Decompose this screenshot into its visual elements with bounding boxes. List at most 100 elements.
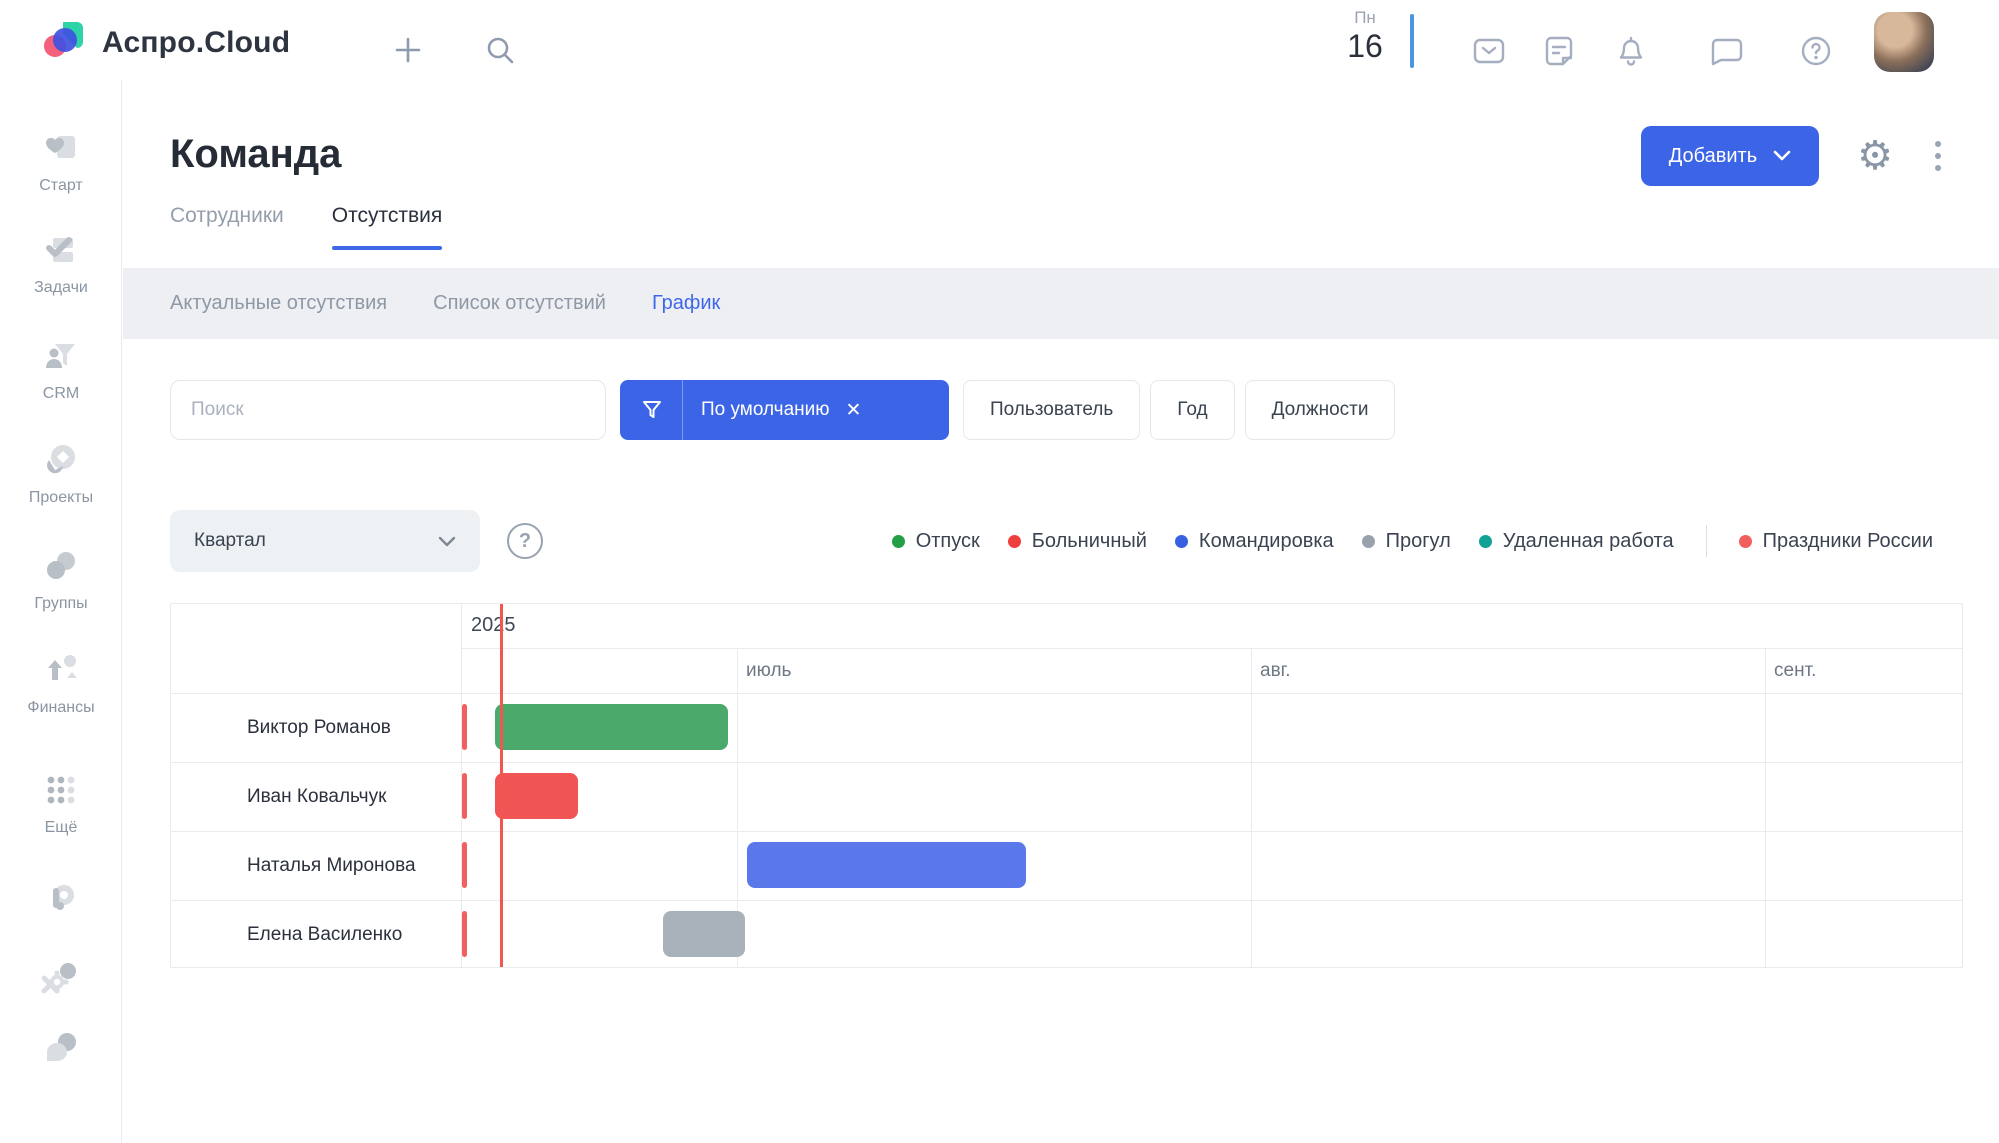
scale-row: Квартал ? Отпуск Больничный Командировка: [123, 510, 1999, 572]
month-gridline: [737, 648, 738, 967]
filter-button-year[interactable]: Год: [1150, 380, 1235, 440]
legend-item-sick: Больничный: [1007, 530, 1147, 553]
legend-label: Прогул: [1385, 529, 1451, 552]
month-gridline: [1251, 648, 1252, 967]
sidebar-item-settings[interactable]: [0, 958, 122, 1003]
filter-button-user[interactable]: Пользователь: [963, 380, 1141, 440]
gantt-row: Виктор Романов: [171, 693, 1962, 762]
filter-chip-label: По умолчанию: [701, 399, 830, 420]
legend-label: Удаленная работа: [1502, 529, 1674, 552]
subtab-actual-absences[interactable]: Актуальные отсутствия: [170, 292, 388, 314]
tab-absences[interactable]: Отсутствия: [331, 204, 443, 250]
notes-icon[interactable]: [1540, 32, 1578, 75]
absence-gantt: 2025 июль авг. сент. Виктор Романов Иван: [170, 603, 1963, 968]
tab-employees[interactable]: Сотрудники: [170, 204, 284, 227]
sidebar: Старт Задачи CRM: [0, 80, 122, 1143]
sidebar-item-tasks[interactable]: Задачи: [0, 230, 122, 297]
tasks-icon: [41, 230, 81, 275]
employee-avatar: [193, 709, 230, 746]
crm-icon: [41, 336, 81, 381]
employee-name[interactable]: Наталья Миронова: [247, 854, 416, 876]
kebab-menu-icon[interactable]: [1931, 137, 1945, 175]
search-input[interactable]: [170, 380, 606, 440]
sidebar-label: Задачи: [34, 279, 88, 296]
more-grid-icon: [41, 770, 81, 815]
brand[interactable]: Аспро.Cloud: [42, 17, 290, 68]
chat-icon[interactable]: [1708, 32, 1746, 75]
legend-dot: [1174, 534, 1188, 548]
name-column-border: [461, 604, 462, 967]
month-label: июль: [746, 660, 792, 681]
sidebar-item-groups[interactable]: Группы: [0, 546, 122, 613]
filter-button-positions[interactable]: Должности: [1244, 380, 1396, 440]
topbar: Аспро.Cloud Пн 16: [0, 0, 1999, 80]
clear-filter-icon[interactable]: ✕: [845, 399, 862, 421]
scale-select[interactable]: Квартал: [170, 510, 480, 572]
gantt-row: Елена Василенко: [171, 900, 1962, 969]
subtab-chart[interactable]: График: [651, 292, 721, 314]
holiday-bar-clipped: [462, 773, 467, 819]
date-divider: [1410, 14, 1414, 68]
legend-dot: [1478, 534, 1492, 548]
employee-avatar: [193, 916, 230, 953]
current-date[interactable]: Пн 16: [1336, 8, 1394, 64]
sidebar-item-finance[interactable]: Финансы: [0, 650, 122, 717]
legend-item-holidays: Праздники России: [1738, 529, 1933, 553]
weekday-label: Пн: [1354, 8, 1376, 27]
gear-icon[interactable]: ⚙: [1857, 134, 1893, 178]
sidebar-item-start[interactable]: Старт: [0, 128, 122, 195]
filter-buttons: Пользователь Год Должности: [963, 380, 1396, 440]
help-icon[interactable]: [1797, 32, 1835, 75]
feedback-chat-icon: [41, 1028, 81, 1073]
legend-label: Командировка: [1198, 529, 1334, 552]
sidebar-label: Финансы: [27, 699, 95, 716]
create-plus-icon[interactable]: [392, 34, 424, 66]
holiday-bar-clipped: [462, 704, 467, 750]
page-tabs: Сотрудники Отсутствия: [170, 204, 443, 250]
employee-name[interactable]: Иван Ковальчук: [247, 785, 387, 807]
sidebar-item-more[interactable]: Ещё: [0, 770, 122, 837]
scale-help-icon[interactable]: ?: [507, 523, 543, 559]
employee-name[interactable]: Виктор Романов: [247, 716, 391, 738]
absence-bar-truancy[interactable]: [663, 911, 745, 957]
row-border: [171, 900, 1962, 901]
legend-dot: [1007, 534, 1021, 548]
legend-dot: [1738, 534, 1752, 548]
absence-bar-vacation[interactable]: [495, 704, 728, 750]
legend-item-vacation: Отпуск: [891, 529, 980, 553]
add-button[interactable]: Добавить: [1640, 126, 1820, 186]
funnel-icon: [620, 398, 682, 422]
sidebar-item-feedback[interactable]: [0, 1028, 122, 1073]
row-border: [171, 762, 1962, 763]
main-area: Команда Сотрудники Отсутствия Добавить ⚙…: [123, 80, 1999, 1143]
user-avatar[interactable]: [1874, 12, 1934, 72]
projects-icon: [41, 440, 81, 485]
subtab-absence-list[interactable]: Список отсутствий: [433, 292, 606, 314]
sidebar-item-projects[interactable]: Проекты: [0, 440, 122, 507]
header-actions: Добавить ⚙: [1640, 126, 1945, 186]
year-row-border: [461, 648, 1962, 649]
sidebar-item-app[interactable]: [0, 880, 122, 925]
subtabs: Актуальные отсутствия Список отсутствий …: [123, 268, 1999, 339]
absence-bar-business-trip[interactable]: [747, 842, 1026, 888]
month-label: сент.: [1774, 660, 1817, 681]
absence-bar-sick[interactable]: [495, 773, 578, 819]
legend-item-truancy: Прогул: [1361, 529, 1451, 553]
brand-name: Аспро.Cloud: [102, 25, 291, 59]
legend-dot: [1361, 534, 1375, 548]
legend-label: Праздники России: [1762, 529, 1933, 552]
legend-item-business-trip: Командировка: [1174, 529, 1334, 553]
mail-icon[interactable]: [1470, 32, 1508, 75]
app-p-icon: [41, 880, 81, 925]
employee-name[interactable]: Елена Василенко: [247, 923, 403, 945]
global-search-icon[interactable]: [484, 34, 516, 66]
filter-chip[interactable]: По умолчанию ✕: [620, 380, 949, 440]
legend-label: Отпуск: [915, 529, 980, 552]
brand-logo-icon: [42, 17, 88, 68]
sidebar-item-crm[interactable]: CRM: [0, 336, 122, 403]
bell-icon[interactable]: [1612, 32, 1650, 75]
settings-gear-icon: [41, 958, 81, 1003]
sidebar-label: Ещё: [44, 819, 78, 836]
page-title: Команда: [170, 132, 342, 176]
